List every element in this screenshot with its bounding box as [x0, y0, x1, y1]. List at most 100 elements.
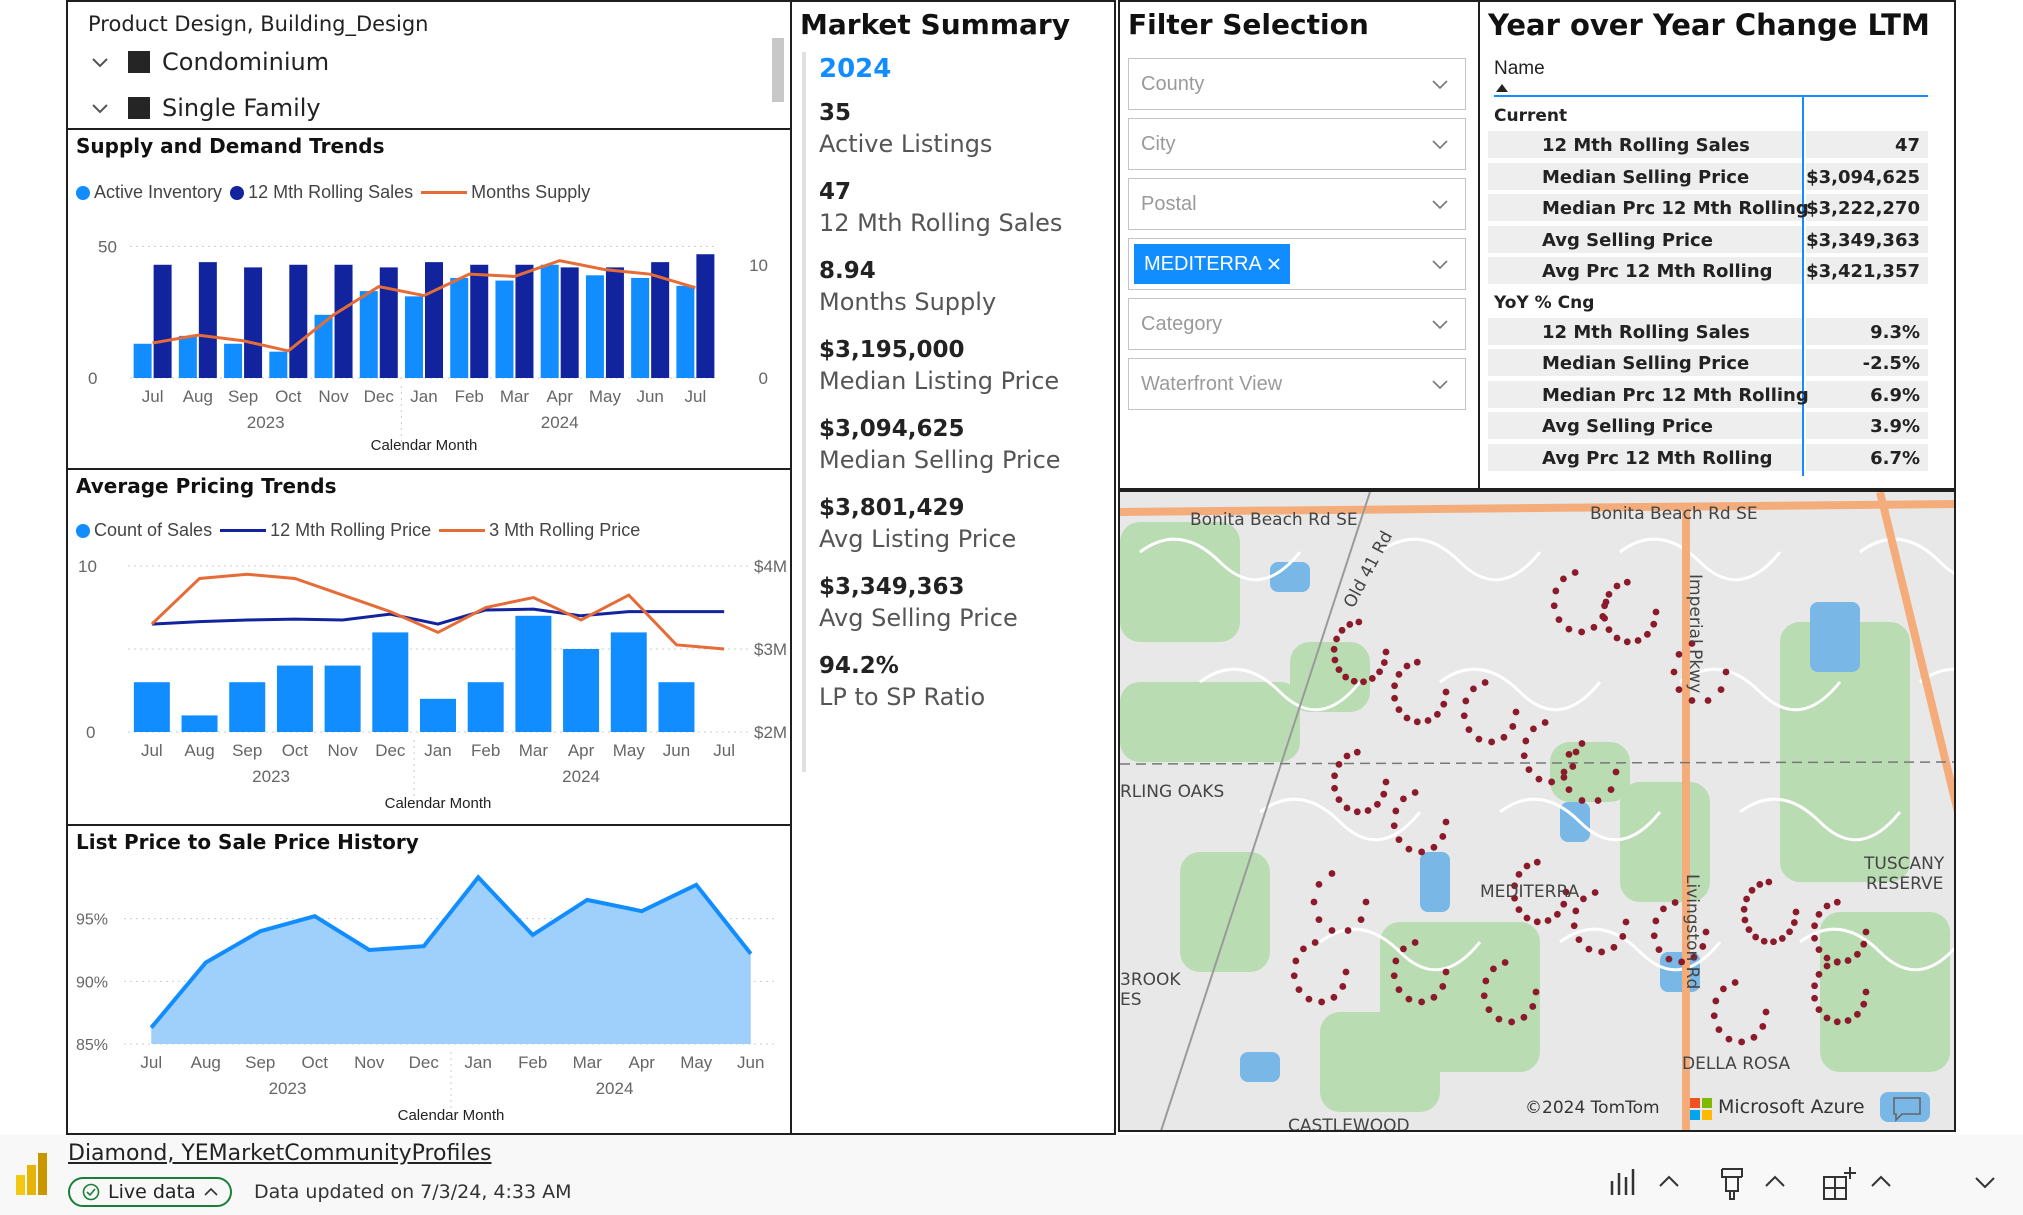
community-map[interactable]: Bonita Beach Rd SE Bonita Beach Rd SE Ol…	[1118, 490, 1956, 1132]
chevron-down-icon[interactable]	[1431, 375, 1449, 393]
map-property-dot	[1811, 922, 1818, 930]
legend-label: 3 Mth Rolling Price	[489, 520, 641, 540]
table-row[interactable]: 12 Mth Rolling Sales 9.3%	[1488, 317, 1928, 345]
table-row[interactable]: Median Prc 12 Mth Rolling $3,222,270	[1488, 194, 1928, 221]
chevron-down-icon[interactable]	[90, 52, 110, 72]
chevron-up-icon[interactable]	[1658, 1171, 1680, 1193]
power-bi-logo-icon	[16, 1153, 47, 1195]
chart-plot[interactable]: 50 0 10 0 Jul Aug Sep Oct Nov Dec Jan Feb Mar Apr May J…	[68, 130, 790, 468]
report-link[interactable]: Diamond, YEMarketCommunityProfiles	[68, 1141, 492, 1166]
check-circle-icon	[82, 1183, 100, 1201]
checkbox-condominium[interactable]	[128, 51, 150, 73]
bar-rolling-sales	[198, 262, 217, 378]
chart-plot[interactable]: 85% 90% 95% Jul Aug Sep Oct Nov Dec Jan Feb Mar Apr M…	[68, 826, 790, 1133]
market-summary-title: Market Summary	[800, 8, 1070, 41]
chevron-up-icon[interactable]	[1764, 1171, 1786, 1193]
table-row[interactable]: Avg Prc 12 Mth Rolling $3,421,357	[1488, 257, 1928, 284]
map-property-dot	[1330, 993, 1338, 1001]
map-property-dot	[1560, 768, 1568, 776]
sort-ascending-icon[interactable]	[1496, 84, 1508, 92]
chevron-down-icon[interactable]	[1431, 195, 1449, 213]
slicer-item-single-family[interactable]: Single Family	[90, 94, 321, 122]
slicer-scrollbar[interactable]	[772, 38, 784, 102]
legend-item[interactable]: 12 Mth Rolling Sales	[230, 182, 413, 203]
chevron-up-icon[interactable]	[1870, 1171, 1892, 1193]
legend-label: 12 Mth Rolling Price	[270, 520, 432, 540]
x-tick-label: Jun	[737, 1053, 764, 1072]
bar-rolling-sales	[425, 262, 443, 378]
visual-chart-icon[interactable]	[1608, 1167, 1644, 1199]
chevron-down-icon[interactable]	[1431, 75, 1449, 93]
bar-rolling-sales	[289, 264, 308, 378]
map-property-dot	[1790, 919, 1798, 926]
community-dropdown[interactable]: MEDITERRA	[1128, 238, 1466, 290]
category-dropdown[interactable]: Category	[1128, 298, 1466, 350]
map-property-dot	[1310, 898, 1318, 906]
yoy-title: Year over Year Change LTM	[1488, 8, 1930, 42]
live-data-button[interactable]: Live data	[68, 1177, 232, 1207]
map-property-dot	[1509, 723, 1517, 730]
map-property-dot	[1490, 965, 1497, 973]
table-row[interactable]: Avg Selling Price 3.9%	[1488, 412, 1928, 439]
map-property-dot	[1565, 750, 1573, 758]
cell-background	[1806, 131, 1928, 158]
legend-item[interactable]: Months Supply	[421, 182, 590, 203]
map-property-dot	[1305, 995, 1313, 1003]
table-row[interactable]: Median Prc 12 Mth Rolling 6.9%	[1488, 380, 1928, 408]
table-row[interactable]: Median Selling Price -2.5%	[1488, 349, 1928, 376]
chevron-down-icon[interactable]	[90, 98, 110, 118]
map-label: ES	[1120, 990, 1142, 1010]
add-page-icon[interactable]	[1822, 1167, 1856, 1201]
chevron-down-icon[interactable]	[1431, 135, 1449, 153]
dropdown-placeholder: Waterfront View	[1141, 373, 1283, 395]
legend-item[interactable]: 3 Mth Rolling Price	[439, 520, 640, 541]
map-property-dot	[1745, 926, 1753, 934]
map-property-dot	[1339, 983, 1347, 990]
waterfront-view-dropdown[interactable]: Waterfront View	[1128, 358, 1466, 410]
selected-chip[interactable]: MEDITERRA	[1134, 244, 1290, 284]
table-row[interactable]: Avg Selling Price $3,349,363	[1488, 225, 1928, 253]
legend-item[interactable]: Active Inventory	[76, 182, 222, 203]
table-row[interactable]: Avg Prc 12 Mth Rolling 6.7%	[1488, 443, 1928, 471]
map-property-dot	[1405, 845, 1413, 853]
map-property-dot	[1488, 738, 1496, 746]
summary-metric: $3,349,363 Avg Selling Price	[819, 574, 1018, 632]
table-group-row[interactable]: Current	[1488, 102, 1928, 129]
table-group-row[interactable]: YoY % Cng	[1488, 289, 1928, 316]
row-label: Median Selling Price	[1542, 166, 1750, 188]
chevron-down-icon[interactable]	[1431, 315, 1449, 333]
map-property-dot	[1601, 602, 1608, 610]
chevron-down-icon[interactable]	[1974, 1171, 1996, 1193]
map-canvas[interactable]	[1120, 492, 1956, 1132]
chevron-down-icon[interactable]	[1431, 255, 1449, 273]
map-property-dot	[1844, 957, 1852, 964]
map-property-dot	[1315, 916, 1323, 924]
close-icon[interactable]	[1266, 256, 1282, 272]
postal-dropdown[interactable]: Postal	[1128, 178, 1466, 230]
legend-item[interactable]: 12 Mth Rolling Price	[220, 520, 431, 541]
slicer-item-label: Single Family	[162, 94, 321, 122]
x-tick-label: Apr	[568, 741, 595, 760]
feedback-icon[interactable]	[1892, 1096, 1922, 1122]
bar-active-inventory	[631, 277, 650, 378]
bar-count-of-sales	[324, 665, 361, 732]
column-header-name[interactable]: Name	[1494, 58, 1545, 79]
table-row[interactable]: Median Selling Price $3,094,625	[1488, 162, 1928, 190]
x-tick-label: Jul	[685, 387, 707, 406]
slicer-item-condominium[interactable]: Condominium	[90, 48, 329, 76]
city-dropdown[interactable]: City	[1128, 118, 1466, 170]
y-tick-label: 50	[98, 237, 117, 256]
map-property-dot	[1610, 943, 1618, 951]
map-property-dot	[1650, 932, 1658, 940]
checkbox-single-family[interactable]	[128, 97, 150, 119]
legend-item[interactable]: Count of Sales	[76, 520, 212, 541]
y-tick-label: 95%	[76, 912, 108, 929]
bookmark-icon[interactable]	[1718, 1167, 1746, 1201]
county-dropdown[interactable]: County	[1128, 58, 1466, 110]
row-value: 6.7%	[1870, 447, 1920, 469]
map-property-dot	[1756, 881, 1764, 888]
x-tick-label: Feb	[455, 387, 484, 406]
map-green-area	[1820, 912, 1950, 1072]
table-row[interactable]: 12 Mth Rolling Sales 47	[1488, 131, 1928, 158]
